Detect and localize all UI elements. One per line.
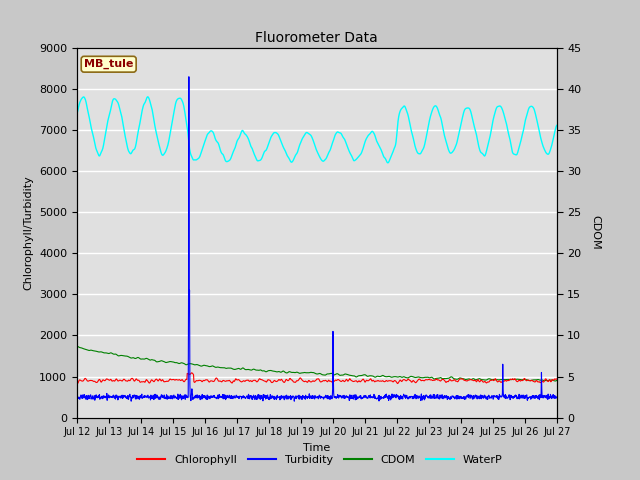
Legend: Chlorophyll, Turbidity, CDOM, WaterP: Chlorophyll, Turbidity, CDOM, WaterP (133, 451, 507, 469)
Text: MB_tule: MB_tule (84, 59, 133, 69)
X-axis label: Time: Time (303, 443, 330, 453)
Y-axis label: Chlorophyll/Turbidity: Chlorophyll/Turbidity (24, 175, 33, 290)
Y-axis label: CDOM: CDOM (591, 216, 601, 250)
Title: Fluorometer Data: Fluorometer Data (255, 32, 378, 46)
